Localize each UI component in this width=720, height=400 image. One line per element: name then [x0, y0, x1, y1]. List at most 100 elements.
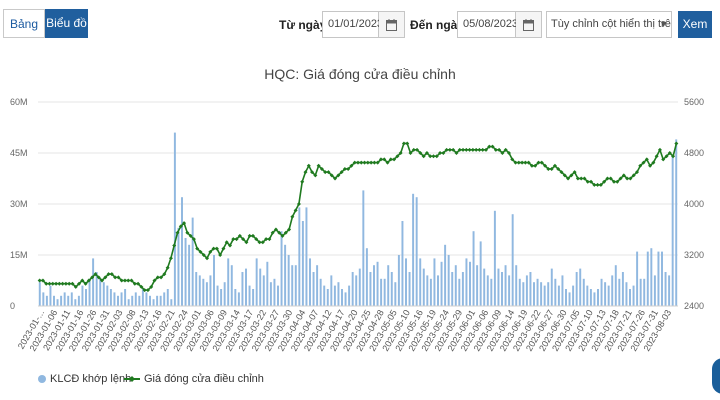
price-point	[264, 237, 269, 242]
price-point	[451, 147, 456, 152]
price-point	[329, 173, 334, 178]
volume-bar	[621, 272, 624, 306]
volume-bar	[582, 278, 585, 306]
tab-chart[interactable]: Biểu đồ	[45, 9, 88, 38]
price-point	[585, 179, 590, 184]
price-point	[234, 237, 239, 242]
price-point	[362, 160, 367, 165]
to-calendar-button[interactable]	[516, 11, 542, 38]
volume-bar	[127, 299, 130, 306]
volume-bar	[287, 255, 290, 306]
volume-bar	[415, 197, 418, 306]
price-point	[490, 144, 495, 149]
volume-bar	[234, 289, 237, 306]
to-date-input[interactable]: 05/08/2023	[457, 11, 518, 38]
volume-bar	[365, 248, 368, 306]
from-calendar-button[interactable]	[379, 11, 405, 38]
volume-bar	[397, 255, 400, 306]
price-point	[382, 157, 387, 162]
legend-price[interactable]: Giá đóng cửa điều chỉnh	[124, 373, 264, 385]
price-point	[447, 147, 452, 152]
view-button[interactable]: Xem	[678, 11, 712, 38]
volume-bar	[216, 285, 219, 306]
price-point	[145, 288, 150, 293]
volume-bar	[166, 289, 169, 306]
price-point	[582, 176, 587, 181]
volume-bar	[554, 278, 557, 306]
volume-bar	[600, 278, 603, 306]
volume-bar	[230, 265, 233, 306]
tab-table[interactable]: Bảng	[3, 9, 45, 38]
price-point	[405, 141, 410, 146]
price-point	[63, 281, 68, 286]
price-point	[149, 284, 154, 289]
volume-bar	[53, 295, 55, 306]
columns-select[interactable]: Tùy chỉnh cột hiển thị trên lưới ▼	[546, 11, 672, 38]
volume-bar	[525, 275, 528, 306]
price-point	[526, 160, 531, 165]
price-point	[254, 237, 259, 242]
volume-bar	[646, 251, 649, 306]
volume-bar	[159, 295, 162, 306]
from-date-input[interactable]: 01/01/2023	[322, 11, 383, 38]
price-point	[543, 163, 548, 168]
legend-volume[interactable]: KLCĐ khớp lệnh	[38, 373, 131, 385]
price-point	[664, 154, 669, 159]
price-point	[100, 278, 104, 283]
volume-bar	[173, 132, 176, 306]
volume-bar	[664, 272, 667, 306]
price-point	[257, 240, 262, 245]
price-point	[136, 281, 141, 286]
price-point	[191, 237, 196, 242]
volume-bar	[561, 275, 564, 306]
volume-bar	[252, 289, 255, 306]
volume-bar	[163, 292, 166, 306]
volume-bar	[38, 282, 41, 306]
price-point	[418, 151, 423, 155]
volume-bar	[259, 268, 262, 306]
price-point	[37, 278, 42, 283]
price-point	[356, 160, 360, 165]
volume-bar	[565, 289, 567, 306]
volume-bar	[348, 285, 351, 306]
price-point	[319, 166, 324, 171]
price-point	[608, 176, 613, 181]
toolbar: Bảng Biểu đồ Từ ngày 01/01/2023 Đến ngày…	[0, 0, 720, 44]
price-point	[401, 141, 406, 146]
volume-bar	[60, 295, 63, 306]
volume-bar	[156, 295, 159, 306]
price-point	[326, 170, 331, 175]
volume-bar	[188, 244, 191, 306]
price-point	[129, 278, 134, 283]
volume-bar	[344, 292, 347, 306]
volume-bar	[88, 278, 91, 306]
volume-bar	[604, 282, 607, 306]
price-point	[77, 281, 82, 286]
price-point	[214, 246, 219, 251]
price-point	[510, 157, 515, 162]
price-line	[39, 142, 678, 291]
volume-bar	[149, 295, 151, 306]
price-point	[398, 151, 403, 155]
price-point	[385, 160, 390, 165]
volume-bar	[241, 272, 244, 306]
price-point	[237, 233, 242, 238]
volume-bar	[102, 282, 105, 306]
price-point	[667, 151, 672, 155]
price-point	[188, 233, 193, 238]
price-point	[605, 176, 610, 181]
price-point	[86, 278, 91, 283]
volume-bar	[543, 285, 546, 306]
volume-bar	[572, 285, 575, 306]
price-point	[352, 160, 357, 165]
legend-volume-marker	[38, 375, 46, 384]
price-point	[218, 253, 223, 257]
floating-button[interactable]	[712, 358, 720, 394]
volume-bar	[618, 278, 621, 306]
volume-bar	[440, 261, 443, 306]
volume-bar	[511, 214, 514, 306]
volume-bar	[568, 292, 571, 306]
price-point	[126, 278, 131, 283]
price-point	[579, 176, 584, 181]
volume-bar	[401, 221, 404, 306]
